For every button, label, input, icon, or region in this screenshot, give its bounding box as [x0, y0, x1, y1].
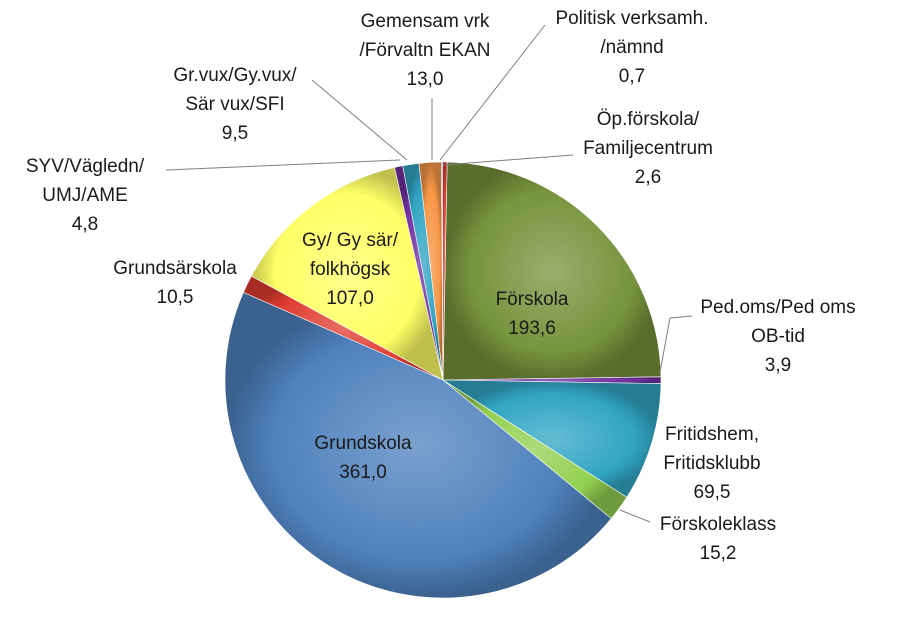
slice-value-label: 10,5 — [157, 287, 194, 308]
slice-label: Grundskola 361,0 — [314, 433, 412, 483]
slice-value-label: 2,6 — [635, 167, 661, 188]
slice-name-label: Förskoleklass — [660, 514, 776, 535]
slice-value-label: 4,8 — [72, 214, 98, 235]
slice-label: SYV/Vägledn/UMJ/AME 4,8 — [26, 156, 145, 235]
slice-value-label: 107,0 — [326, 288, 374, 309]
slice-name-label: Öp.förskola/ — [597, 109, 700, 130]
slice-value-label: 69,5 — [694, 482, 731, 503]
slice-name-label: OB-tid — [751, 326, 805, 347]
slice-name-label: /nämnd — [600, 37, 663, 58]
slice-value-label: 3,9 — [765, 355, 791, 376]
slice-name-label: Sär vux/SFI — [185, 94, 284, 115]
leader-lines — [165, 24, 693, 523]
leader-line — [442, 154, 574, 166]
slice-label: Gemensam vrk/Förvaltn EKAN 13,0 — [360, 11, 491, 90]
slice-label: Fritidshem, Fritidsklubb 69,5 — [663, 424, 760, 503]
leader-line — [659, 315, 693, 373]
slice-label: Öp.förskola/Familjecentrum 2,6 — [583, 109, 713, 188]
slice-name-label: /Förvaltn EKAN — [360, 40, 491, 61]
pie-slice — [441, 379, 662, 498]
pie-slice — [442, 161, 662, 381]
slice-name-label: Fritidshem, — [665, 424, 759, 445]
slice-value-label: 13,0 — [407, 69, 444, 90]
pie-slice — [250, 167, 444, 381]
slice-labels: Förskola 193,6 Ped.oms/Ped oms OB-tid 3,9 Fri… — [26, 8, 856, 564]
slice-name-label: Fritidsklubb — [663, 453, 760, 474]
slice-label: Förskola 193,6 — [496, 289, 569, 339]
slice-label: Politisk verksamh. /nämnd 0,7 — [555, 8, 708, 87]
leader-line — [311, 79, 408, 161]
slice-label: Ped.oms/Ped oms OB-tid 3,9 — [700, 297, 855, 376]
leader-line — [619, 509, 651, 523]
slice-name-label: Grundsärskola — [113, 258, 237, 279]
leader-line — [165, 159, 401, 171]
slice-value-label: 15,2 — [700, 543, 737, 564]
slice-name-label: Gr.vux/Gy.vux/ — [173, 65, 297, 86]
slice-name-label: Gy/ Gy sär/ — [302, 230, 399, 251]
slice-label: Grundsärskola 10,5 — [113, 258, 237, 308]
slice-value-label: 9,5 — [222, 123, 248, 144]
pie-slice — [224, 291, 612, 599]
slice-value-label: 361,0 — [339, 462, 387, 483]
slice-label: Förskoleklass 15,2 — [660, 514, 776, 564]
leader-line — [439, 24, 546, 161]
slice-name-label: Familjecentrum — [583, 138, 713, 159]
slice-label: Gr.vux/Gy.vux/Sär vux/SFI 9,5 — [173, 65, 297, 144]
slice-name-label: Ped.oms/Ped oms — [700, 297, 855, 318]
slice-name-label: folkhögsk — [310, 259, 391, 280]
slice-value-label: 193,6 — [508, 318, 556, 339]
pie-slice — [442, 161, 448, 381]
pie-slices — [224, 161, 662, 599]
slice-name-label: Politisk verksamh. — [555, 8, 708, 29]
slice-name-label: SYV/Vägledn/ — [26, 156, 145, 177]
slice-label: Gy/ Gy sär/folkhögsk 107,0 — [302, 230, 399, 309]
slice-name-label: Förskola — [496, 289, 569, 310]
slice-name-label: Gemensam vrk — [361, 11, 490, 32]
slice-value-label: 0,7 — [619, 66, 645, 87]
slice-name-label: UMJ/AME — [42, 185, 128, 206]
slice-name-label: Grundskola — [314, 433, 412, 454]
